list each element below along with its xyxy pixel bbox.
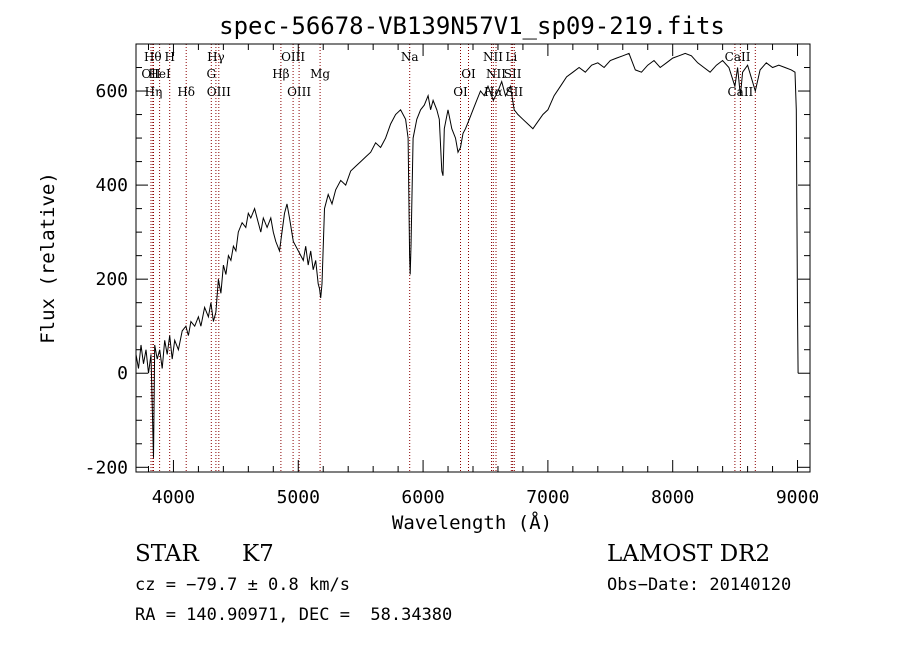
redshift-cz: cz = −79.7 ± 0.8 km/s [135, 575, 350, 595]
line-label-9: HeI [148, 67, 171, 81]
emission-line-markers [150, 44, 756, 472]
object-subclass: K7 [242, 541, 274, 567]
line-label-18: OIII [207, 85, 231, 99]
line-label-15: SII [504, 67, 522, 81]
y-tick-label-1: 0 [117, 363, 128, 384]
line-label-13: OI [461, 67, 476, 81]
chart-title: spec-56678-VB139N57V1_sp09-219.fits [219, 12, 725, 40]
line-label-17: Hδ [177, 85, 195, 99]
line-label-3: OIII [281, 50, 305, 64]
y-axis-ticks: -200 0 200 400 600 [85, 43, 810, 478]
line-label-4: Na [401, 50, 419, 64]
x-tick-label-3: 7000 [526, 487, 569, 508]
line-label-6: Li [505, 50, 517, 64]
y-tick-label-4: 600 [95, 81, 128, 102]
x-tick-label-5: 9000 [776, 487, 819, 508]
line-label-19: OIII [287, 85, 311, 99]
plot-frame [135, 43, 811, 473]
spectrum-series-line [135, 52, 799, 458]
line-label-5: NII [483, 50, 503, 64]
x-tick-label-0: 4000 [152, 487, 195, 508]
line-label-20: OI [453, 85, 468, 99]
line-label-16: Hη [145, 85, 163, 99]
line-label-8: OII [141, 67, 161, 81]
y-tick-label-2: 200 [95, 269, 128, 290]
line-label-22: SII [505, 85, 523, 99]
line-label-10: G [207, 67, 217, 81]
ra-dec-coordinates: RA = 140.90971, DEC = 58.34380 [135, 605, 452, 625]
x-tick-label-2: 6000 [401, 487, 444, 508]
y-axis-label: Flux (relative) [37, 172, 59, 344]
line-label-2: Hγ [207, 50, 225, 64]
line-label-7: CaII [725, 50, 751, 64]
line-label-12: Mg [310, 67, 330, 81]
line-label-14: NII [486, 67, 506, 81]
x-axis-label: Wavelength (Å) [392, 511, 552, 534]
x-tick-label-1: 5000 [277, 487, 320, 508]
x-axis-ticks: 4000 5000 6000 7000 8000 9000 [147, 44, 819, 508]
observation-date: Obs−Date: 20140120 [607, 575, 791, 595]
line-label-0: Hθ [144, 50, 162, 64]
line-label-1: H [164, 50, 174, 64]
object-class: STAR [135, 541, 199, 567]
y-tick-label-0: -200 [85, 457, 128, 478]
survey-name: LAMOST DR2 [607, 541, 770, 567]
y-tick-label-3: 400 [95, 175, 128, 196]
x-tick-label-4: 8000 [651, 487, 694, 508]
line-label-11: Hβ [272, 67, 289, 81]
